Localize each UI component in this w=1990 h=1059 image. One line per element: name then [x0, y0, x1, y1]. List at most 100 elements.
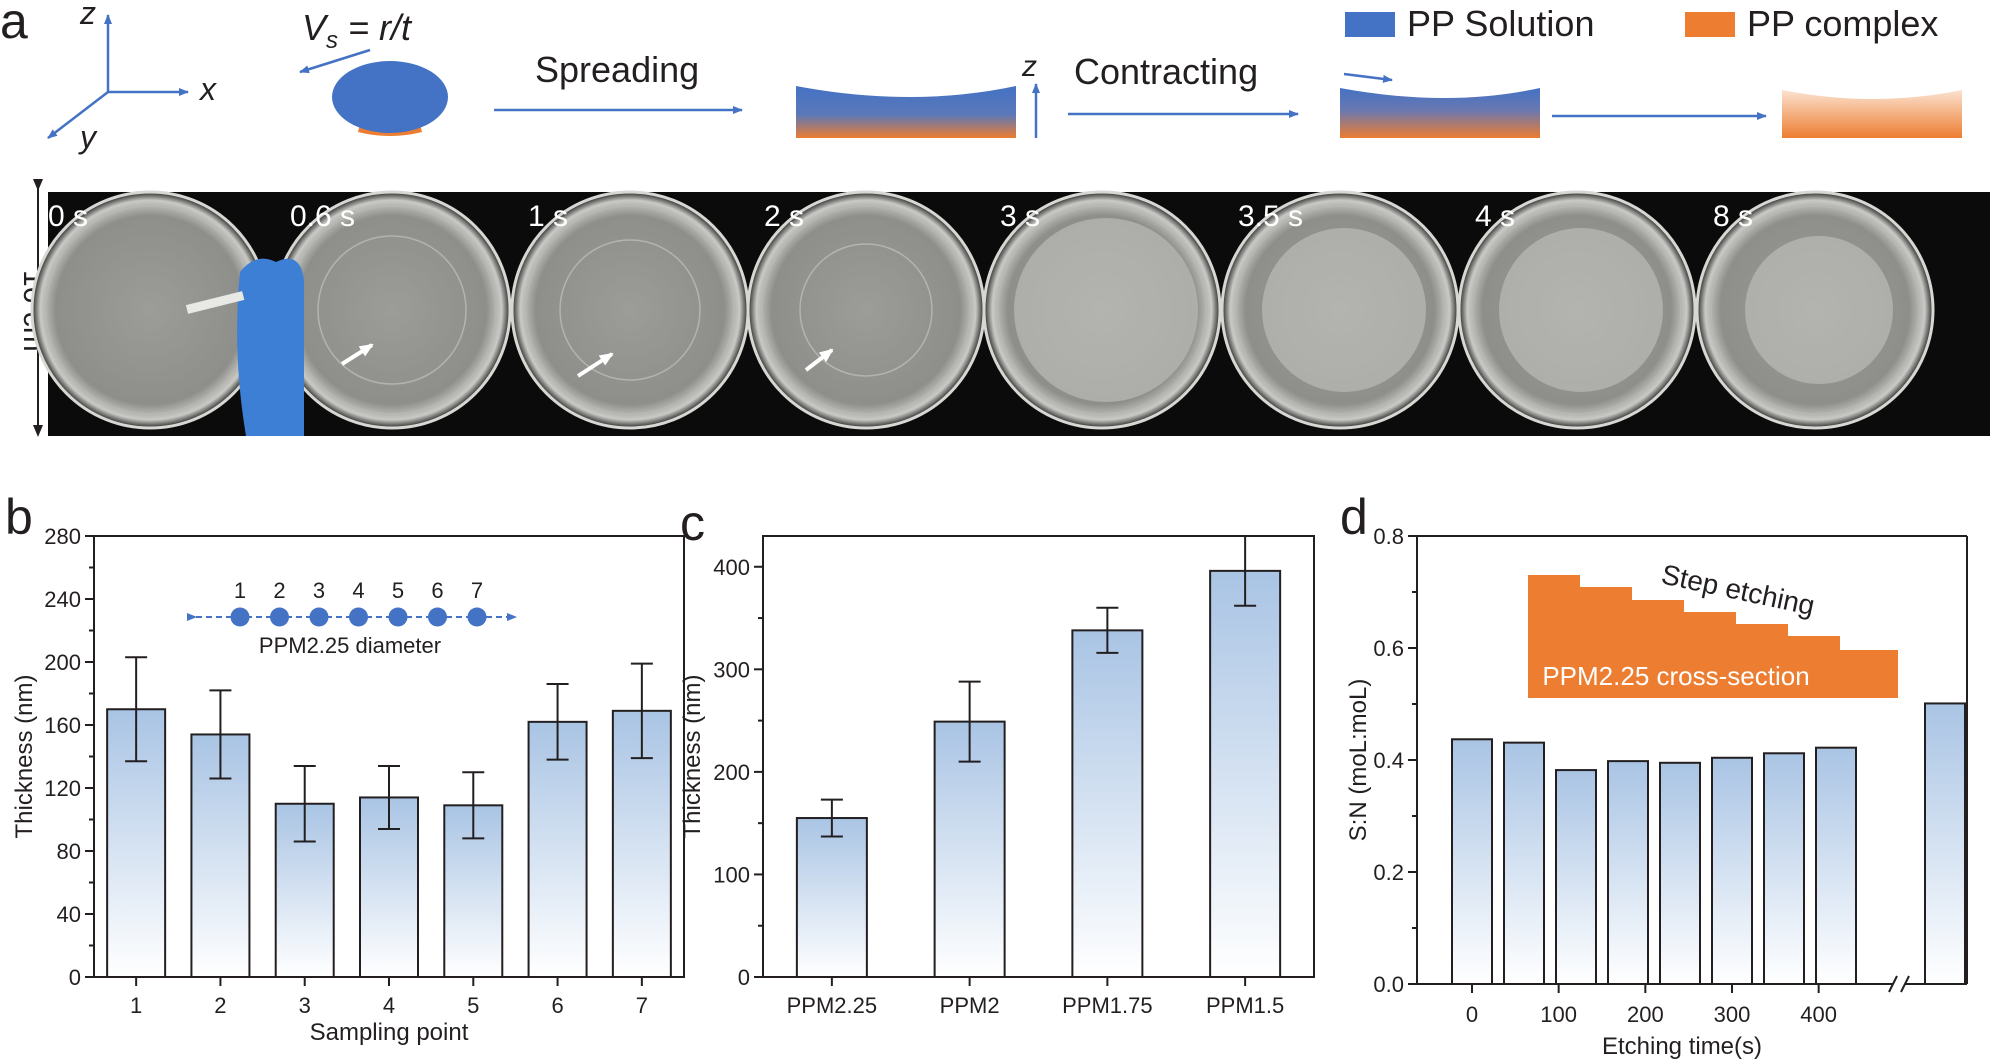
x-tick-label: 100 [1540, 1002, 1577, 1027]
panel-letter-b: b [5, 489, 33, 545]
x-tick-label: 0 [1466, 1002, 1478, 1027]
etching-step [1528, 575, 1580, 698]
panel-a: a z x y Vs = r/t Spreading z Contracting… [0, 0, 1962, 155]
glove-shape [237, 258, 304, 436]
petri-dish-rim [1710, 205, 1920, 415]
contraction-arrow [1343, 72, 1393, 83]
film-front [559, 239, 701, 381]
spreading-label: Spreading [535, 49, 699, 90]
etching-step [1736, 624, 1788, 698]
x-tick-label: 1 [130, 993, 142, 1018]
sampling-dot [467, 607, 487, 627]
final-complex-film [1782, 90, 1962, 138]
white-arrow [804, 348, 834, 372]
z-axis-label: z [79, 0, 96, 31]
sampling-dot-label: 4 [352, 578, 364, 603]
y-axis-label: Thickness (nm) [679, 674, 706, 838]
y-tick-label: 280 [44, 524, 81, 549]
bar-etch-0 [1451, 738, 1493, 986]
sampling-dot-label: 6 [431, 578, 443, 603]
x-tick-label: PPM2.25 [787, 993, 878, 1018]
contracted-film [1340, 88, 1540, 138]
white-arrow [340, 343, 374, 366]
time-label: 8 s [1713, 200, 1753, 233]
legend: PP Solution PP complex [1345, 3, 1938, 44]
panel-c: c 0 100 200 300 400 PPM2.25 PPM2 PPM1.75 PPM1.5 T… [679, 495, 1315, 1018]
panel-letter-d: d [1340, 489, 1368, 545]
etching-step [1580, 587, 1632, 698]
y-tick-label: 240 [44, 587, 81, 612]
legend-swatch-complex [1685, 12, 1735, 37]
bar-etch-180 [1607, 760, 1649, 985]
x-tick-label: PPM2 [940, 993, 1000, 1018]
y-axis-label: Thickness (nm) [11, 674, 38, 838]
x-tick-label: 300 [1714, 1002, 1751, 1027]
time-labels: 0 s 0.6 s 1 s 2 s 3 s 3.5 s 4 s 8 s [48, 200, 1753, 233]
dish-group [30, 190, 1935, 436]
y-tick-label: 0.0 [1373, 972, 1404, 997]
etching-step [1632, 600, 1684, 698]
x-axis-label: Etching time(s) [1602, 1033, 1762, 1059]
petri-dish-rim [1235, 205, 1445, 415]
panel-letter-a: a [0, 0, 28, 49]
bar-PPM2.25 [795, 817, 868, 979]
x-tick-label: 3 [299, 993, 311, 1018]
panel-d: d 0.0 0.2 0.4 0.6 0.8 0 100 200 300 400 Etching ti… [1340, 489, 1968, 1059]
petri-dish-rim [761, 205, 971, 415]
y-tick-label: 40 [57, 902, 81, 927]
spread-film [796, 86, 1016, 138]
time-label: 1 s [528, 200, 568, 233]
bar-after-break [1924, 702, 1966, 985]
x-tick-label: 4 [383, 993, 395, 1018]
panel-b: b 0 40 80 120 160 200 240 280 1 2 3 4 5 6 7 Sampling po… [5, 489, 685, 1046]
x-tick-label: 6 [551, 993, 563, 1018]
y-tick-label: 0.6 [1373, 636, 1404, 661]
chart-b: 0 40 80 120 160 200 240 280 1 2 3 4 5 6 7 Sampling poin… [11, 524, 685, 1046]
z-thickness-label: z [1021, 50, 1037, 83]
time-label: 3.5 s [1238, 200, 1303, 233]
white-arrow [576, 352, 614, 378]
film-area [1014, 218, 1198, 402]
petri-dish-rim [997, 205, 1207, 415]
chart-d: 0.0 0.2 0.4 0.6 0.8 0 100 200 300 400 Etching time… [1345, 524, 1968, 1059]
etching-step [1840, 650, 1898, 698]
inset-caption: PPM2.25 diameter [259, 633, 441, 658]
x-tick-label: 200 [1627, 1002, 1664, 1027]
coordinate-axes: z x y [47, 0, 217, 155]
y-tick-label: 0.8 [1373, 524, 1404, 549]
sampling-dot-label: 2 [273, 578, 285, 603]
legend-label-solution: PP Solution [1407, 3, 1594, 44]
x-tick-label: 7 [636, 993, 648, 1018]
etching-step [1684, 612, 1736, 698]
x-tick-label: 5 [467, 993, 479, 1018]
film-area [1499, 228, 1663, 392]
bar-etch-60 [1503, 741, 1545, 986]
x-axis-label: x [198, 71, 217, 107]
y-tick-label: 0 [738, 965, 750, 990]
legend-label-complex: PP complex [1747, 3, 1938, 44]
film-area [1262, 228, 1426, 392]
bar-PPM1.5 [1209, 569, 1282, 978]
bar-etch-240 [1659, 761, 1701, 985]
etching-step [1788, 636, 1840, 698]
sampling-dot-label: 1 [234, 578, 246, 603]
velocity-arrow [299, 48, 371, 74]
sampling-dot [349, 607, 368, 627]
x-tick-label: PPM1.5 [1206, 993, 1284, 1018]
y-tick-label: 200 [713, 760, 750, 785]
x-tick-label: 400 [1800, 1002, 1837, 1027]
chart-c: 0 100 200 300 400 PPM2.25 PPM2 PPM1.75 PPM1.5 Thi… [679, 535, 1315, 1018]
plot-frame [762, 535, 1315, 978]
photo-strip: 16 cm 0 s0.6 s1 s2 s3 s3.5 s4 s8 s [17, 179, 1990, 437]
sampling-dot [428, 607, 447, 627]
bar-etch-300 [1711, 756, 1753, 986]
petri-dish-rim [525, 205, 735, 415]
sampling-dot-label: 5 [392, 578, 404, 603]
y-axis-label: S:N (moL:moL) [1345, 679, 1372, 842]
film-front [799, 243, 933, 377]
sampling-dot-label: 7 [471, 578, 483, 603]
y-tick-label: 0.2 [1373, 860, 1404, 885]
y-tick-label: 300 [713, 657, 750, 682]
y-tick-label: 80 [57, 839, 81, 864]
